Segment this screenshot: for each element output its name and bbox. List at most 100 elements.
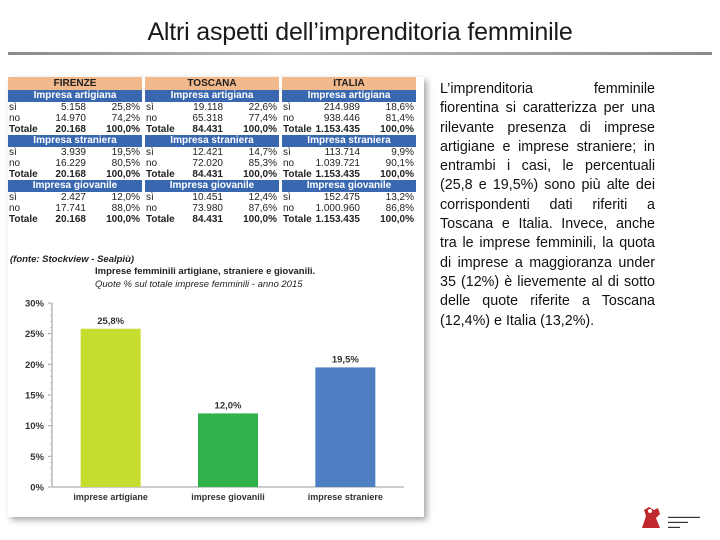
source-note: (fonte: Stockview - Sealpiù) [10, 254, 135, 265]
row-label: no [9, 113, 21, 124]
row-value: 1.153.435 [315, 214, 361, 225]
y-tick-label: 20% [25, 360, 45, 371]
row-percent: 18,6% [385, 102, 414, 113]
table-row: sì 10.451 12,4% [145, 192, 279, 203]
row-percent: 9,9% [391, 147, 414, 158]
y-tick-label: 30% [25, 299, 45, 310]
y-tick-label: 5% [30, 452, 44, 463]
table-row: Totale 1.153.435 100,0% [282, 124, 416, 135]
table-row: no 938.446 81,4% [282, 113, 416, 124]
table-row: no 1.039.721 90,1% [282, 158, 416, 169]
y-tick-label: 15% [25, 391, 45, 402]
row-value: 20.168 [55, 124, 86, 135]
row-percent: 100,0% [106, 124, 140, 135]
row-value: 19.118 [193, 102, 223, 113]
row-percent: 80,5% [111, 158, 140, 169]
chart-block: Imprese femminili artigiane, straniere e… [8, 262, 424, 517]
row-value: 113.714 [324, 147, 360, 158]
row-percent: 100,0% [106, 169, 140, 180]
row-percent: 13,2% [385, 192, 414, 203]
row-value: 152.475 [323, 192, 360, 203]
row-label: sì [9, 192, 17, 203]
table-row: sì 113.714 9,9% [282, 147, 416, 158]
row-value: 938.446 [323, 113, 360, 124]
table-row: sì 2.427 12,0% [8, 192, 142, 203]
row-percent: 14,7% [248, 147, 277, 158]
row-value: 10.451 [192, 192, 223, 203]
block-header: Impresa artigiana [145, 90, 279, 102]
row-percent: 85,3% [248, 158, 277, 169]
logo-caption: ▬▬▬▬▬▬▬▬ ▬▬▬▬▬ ▬▬▬ [668, 514, 700, 529]
row-label: no [9, 158, 21, 169]
table-row: sì 3.939 19,5% [8, 147, 142, 158]
table-row: Totale 84.431 100,0% [145, 124, 279, 135]
row-value: 12.421 [192, 147, 223, 158]
row-label: Totale [146, 124, 175, 135]
table-row: Totale 20.168 100,0% [8, 169, 142, 180]
table-row: no 65.318 77,4% [145, 113, 279, 124]
bar [198, 413, 258, 487]
row-percent: 22,6% [248, 102, 277, 113]
row-percent: 87,6% [248, 203, 277, 214]
row-label: no [146, 203, 158, 214]
row-value: 1.000.960 [315, 203, 361, 214]
table-row: Totale 84.431 100,0% [145, 214, 279, 225]
table-column-toscana: TOSCANA Impresa artigiana sì 19.118 22,6% no 6… [145, 77, 279, 225]
table-row: sì 152.475 13,2% [282, 192, 416, 203]
data-panel: FIRENZE Impresa artigiana sì 5.158 25,8% no 14… [8, 77, 424, 517]
bar-chart: 0% 5% 10% 15% 20% 25% 30% 25,8% imprese artigian… [25, 299, 404, 502]
data-tables: FIRENZE Impresa artigiana sì 5.158 25,8% no 14… [8, 77, 424, 257]
table-row: no 72.020 85,3% [145, 158, 279, 169]
row-label: no [283, 113, 295, 124]
row-percent: 100,0% [243, 124, 277, 135]
row-percent: 12,0% [111, 192, 140, 203]
table-row: Totale 20.168 100,0% [8, 124, 142, 135]
row-percent: 100,0% [243, 169, 277, 180]
bar-value-label: 12,0% [215, 400, 242, 411]
row-value: 1.153.435 [315, 169, 361, 180]
bar [80, 328, 141, 487]
title-divider [8, 52, 712, 55]
category-label: imprese giovanili [191, 492, 265, 502]
bar-value-label: 19,5% [332, 354, 359, 365]
table-row: no 16.229 80,5% [8, 158, 142, 169]
y-tick-label: 10% [25, 421, 45, 432]
block-header: Impresa artigiana [282, 90, 416, 102]
row-percent: 12,4% [248, 192, 277, 203]
table-row: sì 19.118 22,6% [145, 102, 279, 113]
row-percent: 100,0% [380, 214, 414, 225]
table-column-firenze: FIRENZE Impresa artigiana sì 5.158 25,8% no 14… [8, 77, 142, 225]
block-header: Impresa straniera [8, 135, 142, 147]
row-value: 72.020 [192, 158, 223, 169]
region-header: FIRENZE [8, 77, 142, 90]
block-header: Impresa giovanile [8, 180, 142, 192]
table-row: no 17.741 88,0% [8, 203, 142, 214]
table-row: Totale 1.153.435 100,0% [282, 214, 416, 225]
block-header: Impresa artigiana [8, 90, 142, 102]
chart-title: Imprese femminili artigiane, straniere e… [95, 266, 316, 277]
table-column-italia: ITALIA Impresa artigiana sì 214.989 18,6% no 9… [282, 77, 416, 225]
slide-title: Altri aspetti dell’imprenditoria femmini… [147, 18, 573, 46]
table-row: no 14.970 74,2% [8, 113, 142, 124]
row-percent: 77,4% [248, 113, 277, 124]
row-value: 2.427 [60, 192, 86, 203]
chart-subtitle: Quote % sul totale imprese femminili - a… [95, 279, 303, 290]
row-value: 14.970 [55, 113, 86, 124]
row-percent: 90,1% [385, 158, 414, 169]
row-label: no [9, 203, 21, 214]
row-percent: 100,0% [380, 124, 414, 135]
row-value: 73.980 [192, 203, 223, 214]
bar-value-label: 25,8% [97, 316, 124, 327]
row-label: sì [9, 147, 17, 158]
row-percent: 74,2% [111, 113, 140, 124]
row-value: 20.168 [55, 169, 86, 180]
table-row: sì 5.158 25,8% [8, 102, 142, 113]
row-label: no [283, 158, 295, 169]
row-label: Totale [9, 169, 38, 180]
region-header: ITALIA [282, 77, 416, 90]
row-label: Totale [9, 124, 38, 135]
row-label: no [146, 113, 158, 124]
bar [315, 367, 376, 487]
lion-emblem-icon [642, 507, 660, 528]
row-value: 84.431 [192, 214, 223, 225]
